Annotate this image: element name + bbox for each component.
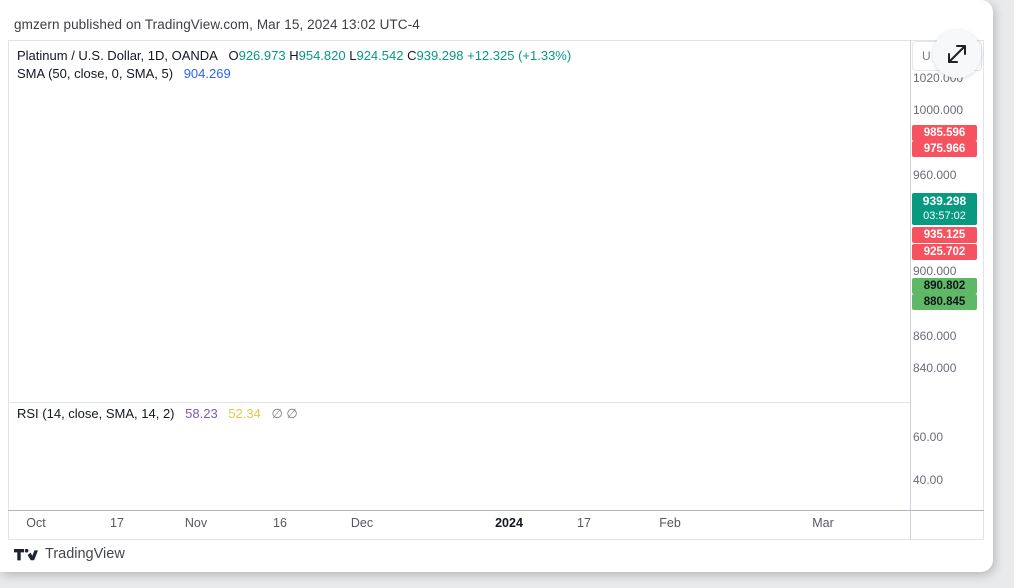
publish-header: gmzern published on TradingView.com, Mar… [14, 17, 420, 32]
price-axis-tick: 860.000 [913, 328, 957, 343]
price-axis-tick: 960.000 [913, 167, 957, 182]
bar-countdown: 03:57:02 [923, 210, 966, 223]
rsi-axis-tick: 60.00 [913, 430, 944, 444]
rsi-hidden-plots: ∅ ∅ [271, 406, 298, 421]
ohlc-low: L924.542 [349, 48, 404, 63]
chart-widget [8, 40, 984, 540]
time-axis-separator [8, 510, 984, 511]
rsi-value: 58.23 [185, 406, 218, 421]
tradingview-footer[interactable]: TradingView [14, 546, 125, 562]
rsi-label: RSI (14, close, SMA, 14, 2) [17, 406, 175, 421]
change-value: +12.325 (+1.33%) [467, 48, 572, 63]
sma-legend[interactable]: SMA (50, close, 0, SMA, 5) 904.269 [17, 66, 231, 81]
price-axis-tick: 840.000 [913, 361, 957, 375]
tradingview-brand-text: TradingView [45, 546, 125, 562]
price-level-badge: 985.596 [912, 125, 977, 142]
time-axis-tick: Feb [659, 516, 681, 530]
rsi-ma-value: 52.34 [228, 406, 261, 421]
expand-arrows-icon [948, 45, 966, 63]
tradingview-logo-icon [14, 548, 38, 560]
rsi-legend[interactable]: RSI (14, close, SMA, 14, 2) 58.23 52.34 … [17, 406, 298, 422]
price-level-badge: 890.802 [912, 278, 977, 295]
price-level-badge: 975.966 [912, 140, 977, 157]
price-axis-separator [910, 40, 911, 540]
price-axis-tick: 1000.000 [913, 103, 964, 118]
time-axis-tick: 2024 [495, 516, 523, 530]
price-level-badge: 880.845 [912, 294, 977, 311]
sma-value: 904.269 [183, 66, 231, 81]
time-axis-tick: 17 [110, 516, 124, 530]
axis-unit-label: U [922, 49, 931, 63]
time-axis-tick: Mar [812, 516, 834, 530]
pane-separator[interactable] [8, 402, 910, 403]
expand-button[interactable] [933, 30, 981, 78]
price-axis-tick: 900.000 [913, 264, 957, 279]
rsi-axis-tick: 40.00 [913, 473, 944, 487]
time-axis-tick: Nov [184, 516, 208, 530]
price-level-badge: 925.702 [912, 244, 977, 261]
sma-label: SMA (50, close, 0, SMA, 5) [17, 66, 174, 81]
time-axis-tick: 17 [577, 516, 591, 530]
symbol-title: Platinum / U.S. Dollar, 1D, OANDA [17, 48, 218, 63]
price-level-badge: 935.125 [912, 227, 977, 244]
time-axis-tick: Dec [350, 516, 374, 530]
ohlc-high: H954.820 [289, 48, 346, 63]
time-axis-tick: Oct [26, 516, 46, 530]
ohlc-open: O926.973 [228, 48, 286, 63]
current-price-badge: 939.298 03:57:02 [912, 193, 977, 226]
time-axis-tick: 16 [273, 516, 287, 530]
symbol-legend[interactable]: Platinum / U.S. Dollar, 1D, OANDA O926.9… [17, 48, 571, 63]
ohlc-close: C939.298 [407, 48, 464, 63]
published-chart-card: gmzern published on TradingView.com, Mar… [0, 0, 993, 572]
current-price-value: 939.298 [922, 194, 967, 209]
